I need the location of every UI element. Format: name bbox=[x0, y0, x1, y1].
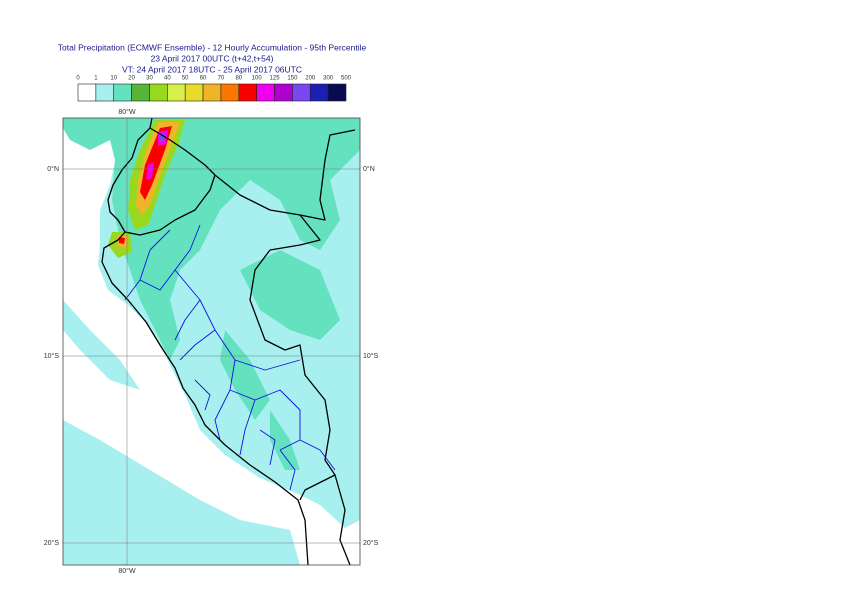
colorbar-label: 50 bbox=[182, 76, 189, 82]
colorbar-label: 10 bbox=[110, 76, 117, 82]
colorbar-box bbox=[327, 83, 347, 102]
coastline-and-borders bbox=[101, 118, 356, 565]
colorbar-label: 20 bbox=[128, 76, 135, 82]
region-border bbox=[124, 224, 301, 491]
colorbar-label: 1 bbox=[94, 76, 98, 82]
lat-label: 20°S bbox=[363, 539, 379, 547]
colorbar-label: 200 bbox=[305, 76, 316, 82]
map-area bbox=[63, 118, 360, 565]
colorbar: 0 1 10 20 30 40 50 60 70 80 100 125 150 200 300 500 bbox=[76, 76, 352, 102]
lat-label: 0°N bbox=[47, 165, 59, 173]
colorbar-box bbox=[131, 83, 150, 102]
title-block: Total Precipitation (ECMWF Ensemble) - 1… bbox=[58, 42, 367, 74]
colorbar-box bbox=[113, 83, 132, 102]
colorbar-box bbox=[256, 83, 275, 102]
colorbar-box bbox=[238, 83, 257, 102]
admin-borders bbox=[124, 224, 336, 491]
colorbar-box bbox=[220, 83, 240, 102]
colorbar-label: 30 bbox=[146, 76, 153, 82]
lon-label: 80°W bbox=[118, 567, 136, 575]
precip-light bbox=[63, 300, 300, 565]
precip-peak bbox=[146, 130, 168, 180]
colorbar-box bbox=[184, 83, 204, 102]
lat-label: 10°S bbox=[44, 352, 60, 360]
colorbar-box bbox=[95, 83, 115, 102]
colorbar-box bbox=[202, 83, 222, 102]
title-line: VT: 24 April 2017 18UTC - 25 April 2017 … bbox=[122, 64, 302, 74]
colorbar-label: 300 bbox=[323, 76, 334, 82]
map-frame bbox=[62, 117, 361, 566]
lat-label: 20°S bbox=[44, 539, 60, 547]
colorbar-box bbox=[77, 83, 97, 102]
colorbar-box bbox=[274, 83, 293, 102]
precip-extreme bbox=[119, 126, 172, 244]
colorbar-label: 0 bbox=[76, 76, 80, 82]
colorbar-box bbox=[309, 83, 329, 102]
colorbar-label: 100 bbox=[252, 76, 263, 82]
title-line: Total Precipitation (ECMWF Ensemble) - 1… bbox=[58, 42, 367, 52]
colorbar-label: 150 bbox=[287, 76, 298, 82]
colorbar-box bbox=[292, 83, 311, 102]
lat-label: 10°S bbox=[363, 352, 379, 360]
lat-label: 0°N bbox=[363, 165, 375, 173]
coastline bbox=[101, 118, 309, 565]
colorbar-label: 125 bbox=[270, 76, 281, 82]
colorbar-label: 70 bbox=[218, 76, 225, 82]
lon-label: 80°W bbox=[118, 108, 136, 116]
colorbar-label: 80 bbox=[235, 76, 242, 82]
colorbar-label: 60 bbox=[200, 76, 207, 82]
country-border bbox=[334, 474, 351, 565]
colorbar-box bbox=[167, 83, 186, 102]
colorbar-label: 40 bbox=[164, 76, 171, 82]
region-border bbox=[194, 379, 336, 471]
colorbar-box bbox=[149, 83, 168, 102]
precip-moderate bbox=[220, 250, 340, 470]
country-border bbox=[124, 127, 356, 501]
title-line: 23 April 2017 00UTC (t+42,t+54) bbox=[151, 53, 274, 63]
colorbar-label: 500 bbox=[341, 76, 352, 82]
